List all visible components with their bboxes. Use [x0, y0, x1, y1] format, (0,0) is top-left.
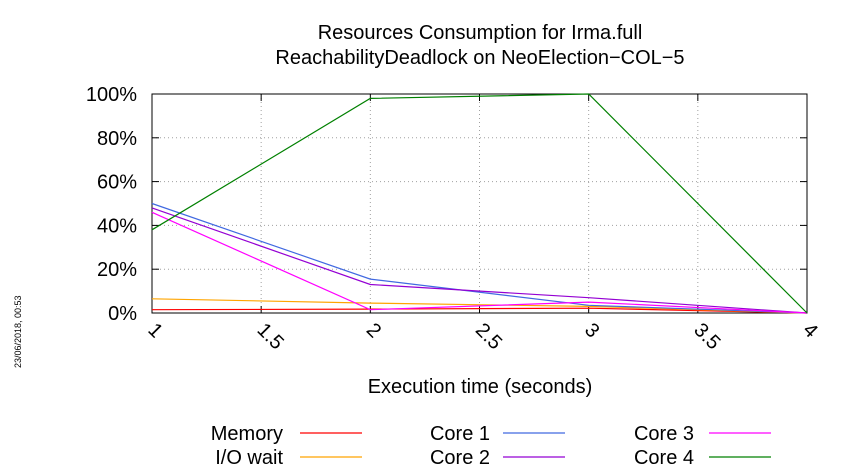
- series-line-core-4: [151, 93, 808, 314]
- x-axis-label: Execution time (seconds): [368, 376, 593, 398]
- y-tick-label: 20%: [97, 259, 137, 281]
- x-tick-label: 4: [798, 319, 821, 342]
- x-tick-label: 1.5: [253, 319, 288, 354]
- y-axis: 0% 20% 40% 60% 80% 100%: [86, 84, 807, 325]
- x-axis: 1 1.5 2 2.5 3 3.5 4: [143, 94, 822, 354]
- y-tick-label: 60%: [97, 172, 137, 194]
- x-tick-label: 1: [143, 319, 166, 342]
- legend-label-core-2: Core 2: [430, 447, 490, 469]
- series-line-memory: [151, 307, 808, 314]
- chart-title-line-1: Resources Consumption for Irma.full: [318, 22, 643, 44]
- series-line-core-2: [151, 207, 808, 314]
- x-tick-label: 2.5: [471, 319, 506, 354]
- x-tick-label: 2: [362, 319, 385, 342]
- grid-lines: [152, 94, 807, 313]
- series-line-core-1: [151, 202, 808, 314]
- y-tick-label: 100%: [86, 84, 137, 106]
- series-lines: [151, 93, 808, 314]
- y-tick-label: 40%: [97, 215, 137, 237]
- x-tick-label: 3.5: [689, 319, 724, 354]
- legend-label-i-o-wait: I/O wait: [215, 447, 283, 469]
- y-tick-label: 80%: [97, 128, 137, 150]
- series-line-core-3: [151, 211, 808, 314]
- legend-label-core-1: Core 1: [430, 423, 490, 445]
- legend-label-core-3: Core 3: [634, 423, 694, 445]
- legend-label-memory: Memory: [211, 423, 283, 445]
- legend-label-core-4: Core 4: [634, 447, 694, 469]
- timestamp: 23/06/2018, 00:53: [13, 295, 23, 368]
- chart-title-line-2: ReachabilityDeadlock on NeoElection−COL−…: [275, 47, 684, 69]
- y-tick-label: 0%: [108, 303, 137, 325]
- x-tick-label: 3: [580, 319, 603, 342]
